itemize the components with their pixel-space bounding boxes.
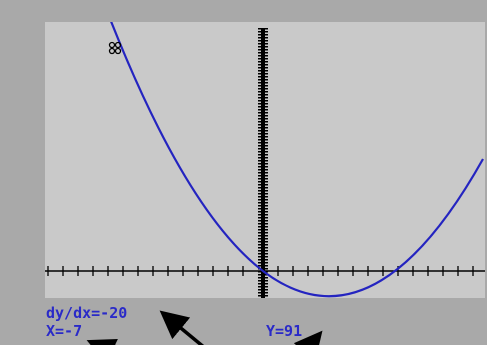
y-readout: Y=91 [266, 322, 302, 340]
slope-readout: dy/dx=-20 [46, 304, 127, 322]
calculator-screen: dy/dx=-20 X=-7 Y=91 [0, 0, 502, 345]
margin [487, 0, 502, 345]
page: dy/dx=-20 X=-7 Y=91 (() => { const data … [0, 0, 502, 345]
x-readout: X=-7 [46, 322, 82, 340]
